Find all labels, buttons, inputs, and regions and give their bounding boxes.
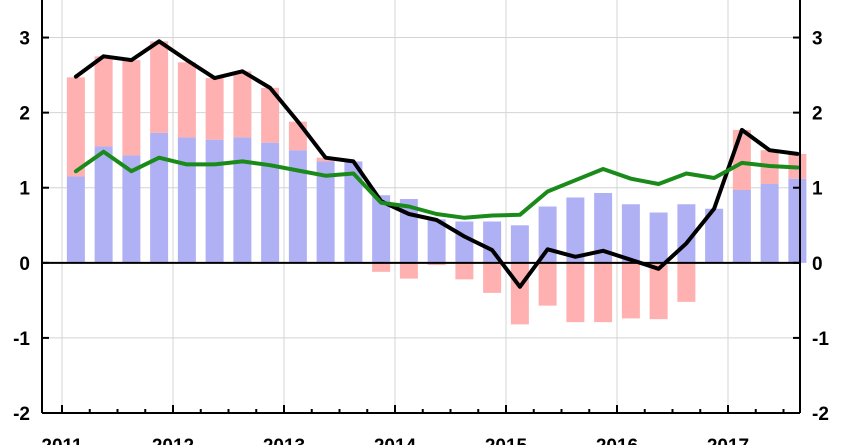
bar-series1-2011Q3 bbox=[122, 155, 141, 263]
x-tick-label-2012: 2012 bbox=[152, 436, 194, 445]
bar-series1-2016Q4 bbox=[705, 208, 724, 263]
y-tick-label-right: -1 bbox=[812, 329, 829, 350]
x-tick-label-2011: 2011 bbox=[41, 436, 83, 445]
bar-series1-2013Q2 bbox=[316, 161, 335, 263]
bar-series2-2013Q1 bbox=[288, 121, 307, 151]
y-tick-label-left: 0 bbox=[19, 254, 30, 275]
bar-series1-2013Q3 bbox=[344, 161, 363, 263]
bar-series2-2012Q4 bbox=[261, 87, 280, 143]
y-tick-label-right: 0 bbox=[812, 254, 823, 275]
bar-series1-2017Q3 bbox=[788, 178, 807, 263]
y-tick-label-left: 1 bbox=[19, 179, 30, 200]
bar-series2-2012Q1 bbox=[177, 62, 196, 138]
y-tick-label-left: -1 bbox=[13, 329, 30, 350]
bar-series2-2011Q2 bbox=[94, 56, 113, 147]
bar-series1-2012Q1 bbox=[177, 137, 196, 263]
bar-series2-2011Q4 bbox=[150, 41, 169, 133]
x-tick-label-2016: 2016 bbox=[596, 436, 638, 445]
line-series-1 bbox=[73, 39, 800, 289]
bar-series2-2017Q1 bbox=[732, 129, 751, 190]
bar-series1-2017Q2 bbox=[760, 183, 779, 263]
bar-series1-2012Q2 bbox=[205, 139, 224, 263]
bar-series2-2011Q3 bbox=[122, 60, 141, 156]
bar-series1-2015Q2 bbox=[538, 206, 557, 263]
bar-series1-2014Q2 bbox=[427, 219, 446, 263]
bar-series2-2015Q2 bbox=[538, 262, 557, 306]
bar-series1-2016Q2 bbox=[649, 212, 668, 263]
bar-series1-2011Q2 bbox=[94, 146, 113, 263]
bar-series1-2014Q3 bbox=[455, 221, 474, 263]
bar-series2-2015Q4 bbox=[594, 262, 613, 323]
bar-series2-2016Q3 bbox=[677, 262, 696, 302]
y-tick-label-left: 2 bbox=[19, 104, 30, 125]
y-tick-label-right: 2 bbox=[812, 104, 823, 125]
x-tick-label-2017: 2017 bbox=[707, 436, 749, 445]
bar-series1-2012Q3 bbox=[233, 137, 252, 263]
bar-series2-2014Q1 bbox=[399, 262, 418, 279]
bar-series2-2016Q1 bbox=[621, 262, 640, 319]
bar-series2-2014Q3 bbox=[455, 262, 474, 280]
bar-series1-2016Q1 bbox=[621, 204, 640, 263]
bar-series2-2012Q3 bbox=[233, 71, 252, 138]
bar-series2-2013Q4 bbox=[372, 262, 391, 272]
x-tick-label-2015: 2015 bbox=[485, 436, 528, 445]
bar-series1-2012Q4 bbox=[261, 142, 280, 263]
line-series-2 bbox=[73, 149, 800, 220]
y-tick-label-right: -2 bbox=[812, 404, 829, 425]
bar-series1-2015Q3 bbox=[566, 197, 585, 263]
y-tick-label-right: 1 bbox=[812, 179, 823, 200]
bar-series2-2015Q3 bbox=[566, 262, 585, 323]
y-tick-label-left: 3 bbox=[19, 29, 30, 50]
bar-series2-2016Q2 bbox=[649, 262, 668, 320]
bar-series1-2014Q4 bbox=[483, 221, 502, 263]
bar-series1-2015Q1 bbox=[510, 225, 529, 263]
lines bbox=[73, 39, 800, 289]
bar-series1-2013Q4 bbox=[372, 195, 391, 263]
gridlines bbox=[42, 0, 800, 414]
bar-series2-2011Q1 bbox=[66, 77, 85, 177]
bar-series2-2014Q4 bbox=[483, 262, 502, 293]
bar-series2-2015Q1 bbox=[510, 262, 529, 325]
x-tick-label-2014: 2014 bbox=[374, 436, 417, 445]
x-tick-label-2013: 2013 bbox=[263, 436, 305, 445]
tick-labels: -2 -2 -1 -1 0 0 1 1 2 2 3 3 2011 2012 2013 2014 2015 2016… bbox=[13, 29, 829, 445]
bar-series1-2011Q4 bbox=[150, 132, 169, 263]
bar-series1-2017Q1 bbox=[732, 189, 751, 263]
bars bbox=[66, 41, 807, 325]
bar-series1-2013Q1 bbox=[288, 150, 307, 263]
y-tick-label-left: -2 bbox=[13, 404, 30, 425]
axes bbox=[41, 0, 801, 414]
bar-series2-2012Q2 bbox=[205, 78, 224, 140]
bar-series1-2011Q1 bbox=[66, 176, 85, 263]
bar-series2-2014Q2 bbox=[427, 262, 446, 266]
bar-series1-2015Q4 bbox=[594, 192, 613, 263]
y-tick-label-right: 3 bbox=[812, 29, 823, 50]
